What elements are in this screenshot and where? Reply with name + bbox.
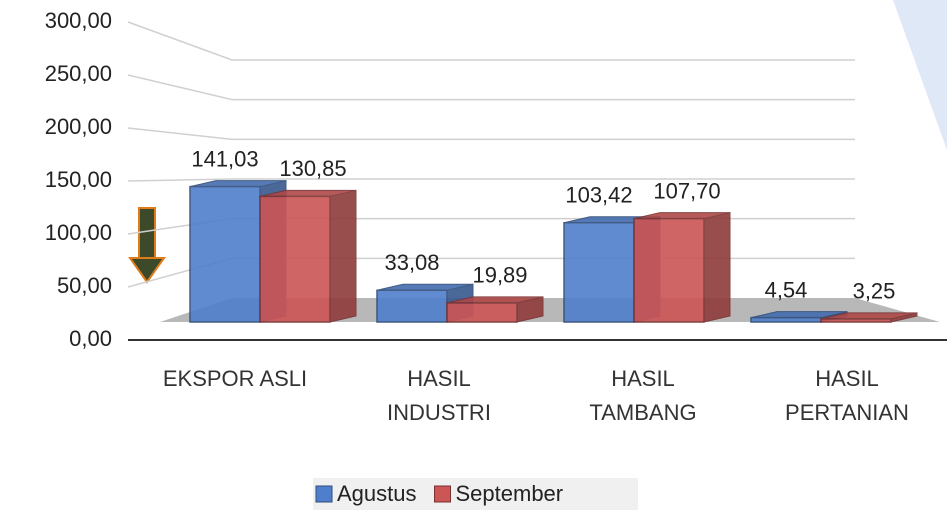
data-label: 3,25 [853,279,896,304]
grid-line [127,127,855,141]
y-tick-label: 200,00 [45,114,112,139]
bar-front [820,318,892,323]
data-label: 130,85 [279,156,346,181]
y-tick-label: 250,00 [45,61,112,86]
bar-front [446,302,518,323]
legend-box [313,478,638,510]
data-label: 33,08 [384,250,439,275]
bar-front [750,316,822,323]
x-tick-label: HASIL TAMBANG [589,366,697,425]
bar-front [259,195,331,323]
bar-front [189,185,261,323]
data-label: 107,70 [653,178,720,203]
bar-front [633,217,705,323]
legend-label: September [456,481,564,506]
x-tick-label: HASIL PERTANIAN [785,366,909,425]
y-tick-label: 0,00 [69,326,112,351]
data-label: 103,42 [565,183,632,208]
bar [259,189,357,323]
bar-front [563,221,635,323]
grid-line [127,21,855,61]
legend-swatch [315,485,333,503]
bar [633,211,731,323]
legend-label: Agustus [337,481,417,506]
bar [446,296,544,323]
bar [820,312,918,323]
y-tick-label: 50,00 [57,273,112,298]
y-tick-label: 300,00 [45,8,112,33]
arrow-icon [128,207,166,284]
grid-line [127,74,855,101]
bar-front [376,289,448,323]
y-tick-label: 150,00 [45,167,112,192]
bar-side [329,189,357,323]
x-tick-label: HASIL INDUSTRI [387,366,491,425]
x-tick-label: EKSPOR ASLI [162,366,308,391]
legend-swatch [434,485,451,503]
y-tick-label: 100,00 [45,220,112,245]
data-label: 141,03 [191,146,258,171]
bar-side [703,211,731,323]
data-label: 4,54 [765,277,808,302]
decoration [893,0,947,150]
data-label: 19,89 [472,263,527,288]
grid-line [127,178,855,182]
